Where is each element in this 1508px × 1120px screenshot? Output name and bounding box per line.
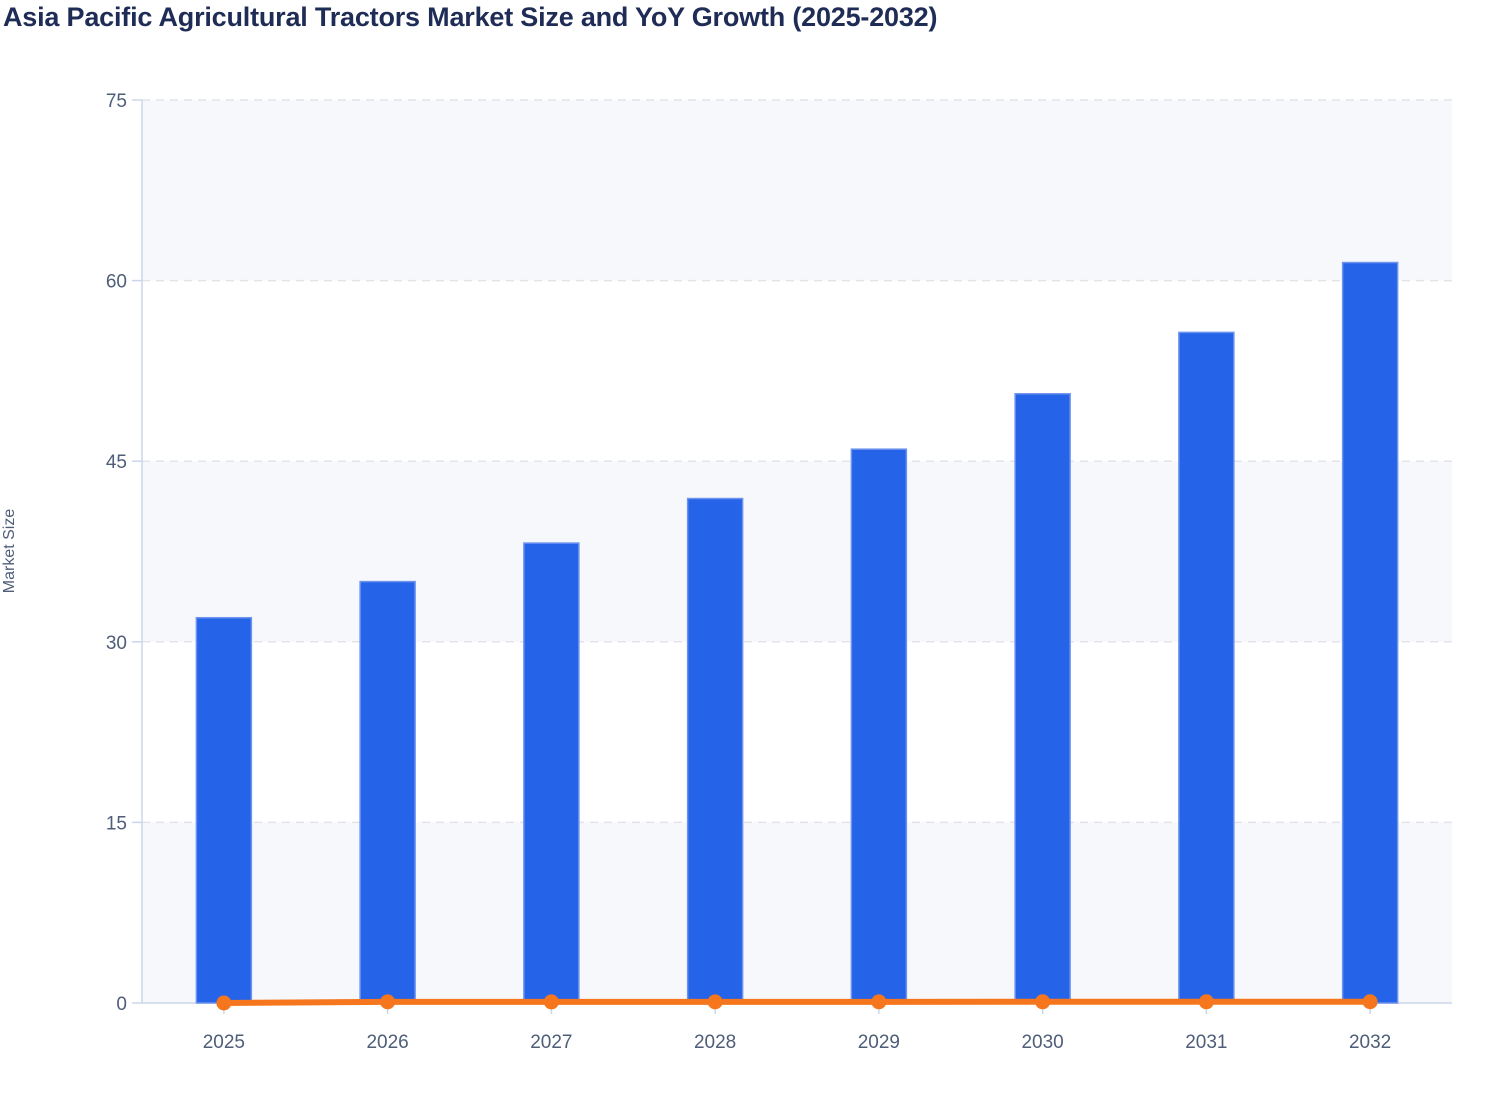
- plot-band: [142, 822, 1452, 1003]
- y-tick-label: 0: [116, 994, 127, 1015]
- yoy-growth-point-2032[interactable]: [1362, 994, 1378, 1010]
- x-tick-label: 2032: [1349, 1032, 1391, 1053]
- y-tick-label: 45: [106, 452, 127, 473]
- bar-2026[interactable]: [359, 580, 416, 1004]
- yoy-growth-point-2029[interactable]: [871, 994, 887, 1010]
- y-tick-label: 75: [106, 91, 127, 112]
- x-tick-label: 2026: [366, 1032, 408, 1053]
- bar-2030[interactable]: [1014, 393, 1071, 1004]
- bar-2028[interactable]: [686, 497, 744, 1004]
- bar-2027[interactable]: [523, 542, 580, 1004]
- yoy-growth-line[interactable]: [220, 998, 1374, 1006]
- x-tick-label: 2025: [203, 1032, 245, 1053]
- plot-band: [142, 461, 1452, 642]
- x-tick-label: 2029: [858, 1032, 900, 1053]
- chart-title: Asia Pacific Agricultural Tractors Marke…: [3, 2, 938, 32]
- x-tick-label: 2031: [1185, 1032, 1227, 1053]
- yoy-growth-point-2031[interactable]: [1198, 994, 1214, 1010]
- x-tick-label: 2030: [1021, 1032, 1063, 1053]
- bar-2025[interactable]: [195, 616, 253, 1004]
- yoy-growth-point-2027[interactable]: [543, 994, 559, 1010]
- plot-band: [142, 100, 1452, 281]
- x-tick-label: 2027: [530, 1032, 572, 1053]
- yoy-growth-point-2026[interactable]: [380, 994, 396, 1010]
- yoy-growth-point-2025[interactable]: [216, 995, 232, 1011]
- x-tick-label: 2028: [694, 1032, 736, 1053]
- y-tick-label: 60: [106, 272, 127, 293]
- y-tick-label: 15: [106, 813, 127, 834]
- bar-2032[interactable]: [1341, 261, 1399, 1004]
- yoy-growth-point-2030[interactable]: [1035, 994, 1051, 1010]
- bar-2029[interactable]: [850, 448, 908, 1004]
- y-tick-label: 30: [106, 633, 127, 654]
- bar-2031[interactable]: [1178, 331, 1235, 1004]
- yoy-growth-point-2028[interactable]: [707, 994, 723, 1010]
